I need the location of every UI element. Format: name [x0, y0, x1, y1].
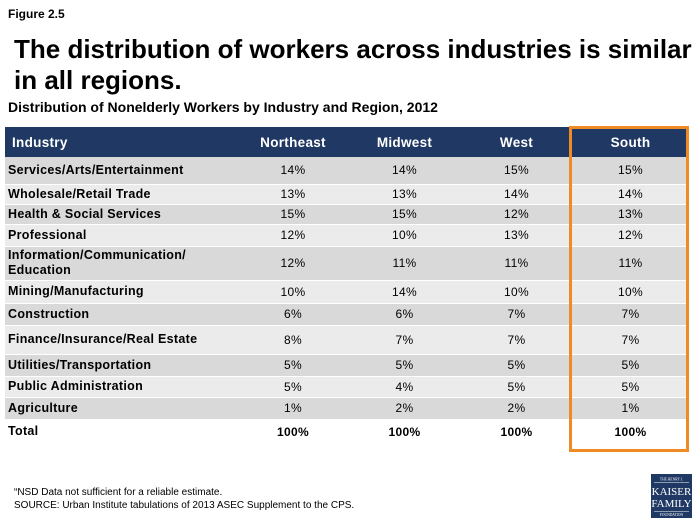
table-row: Construction 6% 6% 7% 7%: [5, 303, 688, 326]
cell-industry: Public Administration: [5, 376, 237, 398]
cell-northeast: 5%: [237, 354, 349, 377]
cell-midwest: 100%: [349, 419, 460, 445]
table-subtitle: Distribution of Nonelderly Workers by In…: [8, 99, 438, 115]
header-row: Industry Northeast Midwest West South: [5, 127, 688, 157]
cell-west: 5%: [460, 376, 573, 398]
cell-midwest: 10%: [349, 224, 460, 247]
cell-northeast: 6%: [237, 303, 349, 326]
cell-northeast: 5%: [237, 376, 349, 398]
kff-logo: THE HENRY J. KAISER FAMILY FOUNDATION: [651, 474, 692, 518]
cell-northeast: 12%: [237, 224, 349, 247]
cell-west: 13%: [460, 224, 573, 247]
svg-text:KAISER: KAISER: [652, 486, 692, 498]
cell-midwest: 5%: [349, 354, 460, 377]
cell-industry: Information/Communication/ Education: [5, 246, 237, 281]
cell-south: 5%: [573, 354, 688, 377]
cell-northeast: 12%: [237, 246, 349, 281]
cell-west: 12%: [460, 204, 573, 225]
cell-midwest: 6%: [349, 303, 460, 326]
cell-west: 7%: [460, 325, 573, 355]
cell-west: 100%: [460, 419, 573, 445]
table-row: Professional 12% 10% 13% 12%: [5, 224, 688, 247]
cell-industry: Mining/Manufacturing: [5, 280, 237, 304]
cell-west: 15%: [460, 157, 573, 185]
cell-south: 7%: [573, 325, 688, 355]
table-body: Services/Arts/Entertainment 14% 14% 15% 15% W…: [5, 157, 688, 445]
svg-text:FAMILY: FAMILY: [651, 498, 691, 510]
header-midwest: Midwest: [349, 127, 460, 157]
cell-industry: Services/Arts/Entertainment: [5, 157, 237, 185]
table-row: Utilities/Transportation 5% 5% 5% 5%: [5, 354, 688, 377]
cell-midwest: 4%: [349, 376, 460, 398]
table-row: Mining/Manufacturing 10% 14% 10% 10%: [5, 280, 688, 304]
cell-northeast: 8%: [237, 325, 349, 355]
table-row: Public Administration 5% 4% 5% 5%: [5, 376, 688, 398]
cell-northeast: 1%: [237, 397, 349, 420]
table-row: Finance/Insurance/Real Estate 8% 7% 7% 7%: [5, 325, 688, 355]
cell-south: 10%: [573, 280, 688, 304]
cell-midwest: 7%: [349, 325, 460, 355]
svg-text:THE HENRY J.: THE HENRY J.: [660, 478, 683, 482]
total-row: Total 100% 100% 100% 100%: [5, 419, 688, 445]
cell-northeast: 14%: [237, 157, 349, 185]
cell-west: 14%: [460, 184, 573, 205]
cell-south: 7%: [573, 303, 688, 326]
cell-west: 10%: [460, 280, 573, 304]
cell-midwest: 14%: [349, 280, 460, 304]
table-row: Wholesale/Retail Trade 13% 13% 14% 14%: [5, 184, 688, 205]
cell-industry: Finance/Insurance/Real Estate: [5, 325, 237, 355]
cell-midwest: 15%: [349, 204, 460, 225]
cell-midwest: 2%: [349, 397, 460, 420]
cell-south: 13%: [573, 204, 688, 225]
cell-northeast: 13%: [237, 184, 349, 205]
header-west: West: [460, 127, 573, 157]
cell-industry: Health & Social Services: [5, 204, 237, 225]
page-title: The distribution of workers across indus…: [14, 34, 692, 95]
cell-northeast: 15%: [237, 204, 349, 225]
cell-midwest: 14%: [349, 157, 460, 185]
table-header: Industry Northeast Midwest West South: [5, 127, 688, 157]
footnotes: “NSD Data not sufficient for a reliable …: [14, 486, 354, 512]
header-industry: Industry: [5, 127, 237, 157]
cell-northeast: 100%: [237, 419, 349, 445]
cell-industry: Agriculture: [5, 397, 237, 420]
header-south: South: [573, 127, 688, 157]
table-row: Health & Social Services 15% 15% 12% 13%: [5, 204, 688, 225]
cell-industry: Total: [5, 419, 237, 445]
cell-industry: Professional: [5, 224, 237, 247]
cell-south: 11%: [573, 246, 688, 281]
cell-south: 14%: [573, 184, 688, 205]
cell-west: 11%: [460, 246, 573, 281]
cell-industry: Construction: [5, 303, 237, 326]
header-northeast: Northeast: [237, 127, 349, 157]
footnote-source: SOURCE: Urban Institute tabulations of 2…: [14, 500, 355, 511]
table-row: Services/Arts/Entertainment 14% 14% 15% 15%: [5, 157, 688, 185]
svg-text:FOUNDATION: FOUNDATION: [660, 513, 684, 517]
cell-northeast: 10%: [237, 280, 349, 304]
cell-midwest: 13%: [349, 184, 460, 205]
cell-west: 2%: [460, 397, 573, 420]
cell-west: 7%: [460, 303, 573, 326]
cell-south: 5%: [573, 376, 688, 398]
cell-midwest: 11%: [349, 246, 460, 281]
cell-south: 1%: [573, 397, 688, 420]
cell-south: 100%: [573, 419, 688, 445]
table-row: Agriculture 1% 2% 2% 1%: [5, 397, 688, 420]
footnote-nsd: “NSD Data not sufficient for a reliable …: [14, 487, 223, 498]
cell-south: 15%: [573, 157, 688, 185]
cell-industry: Utilities/Transportation: [5, 354, 237, 377]
cell-industry: Wholesale/Retail Trade: [5, 184, 237, 205]
table-row: Information/Communication/ Education 12% 1…: [5, 246, 688, 281]
figure-label: Figure 2.5: [8, 7, 65, 21]
cell-south: 12%: [573, 224, 688, 247]
distribution-table: Industry Northeast Midwest West South Se…: [5, 127, 688, 445]
cell-west: 5%: [460, 354, 573, 377]
